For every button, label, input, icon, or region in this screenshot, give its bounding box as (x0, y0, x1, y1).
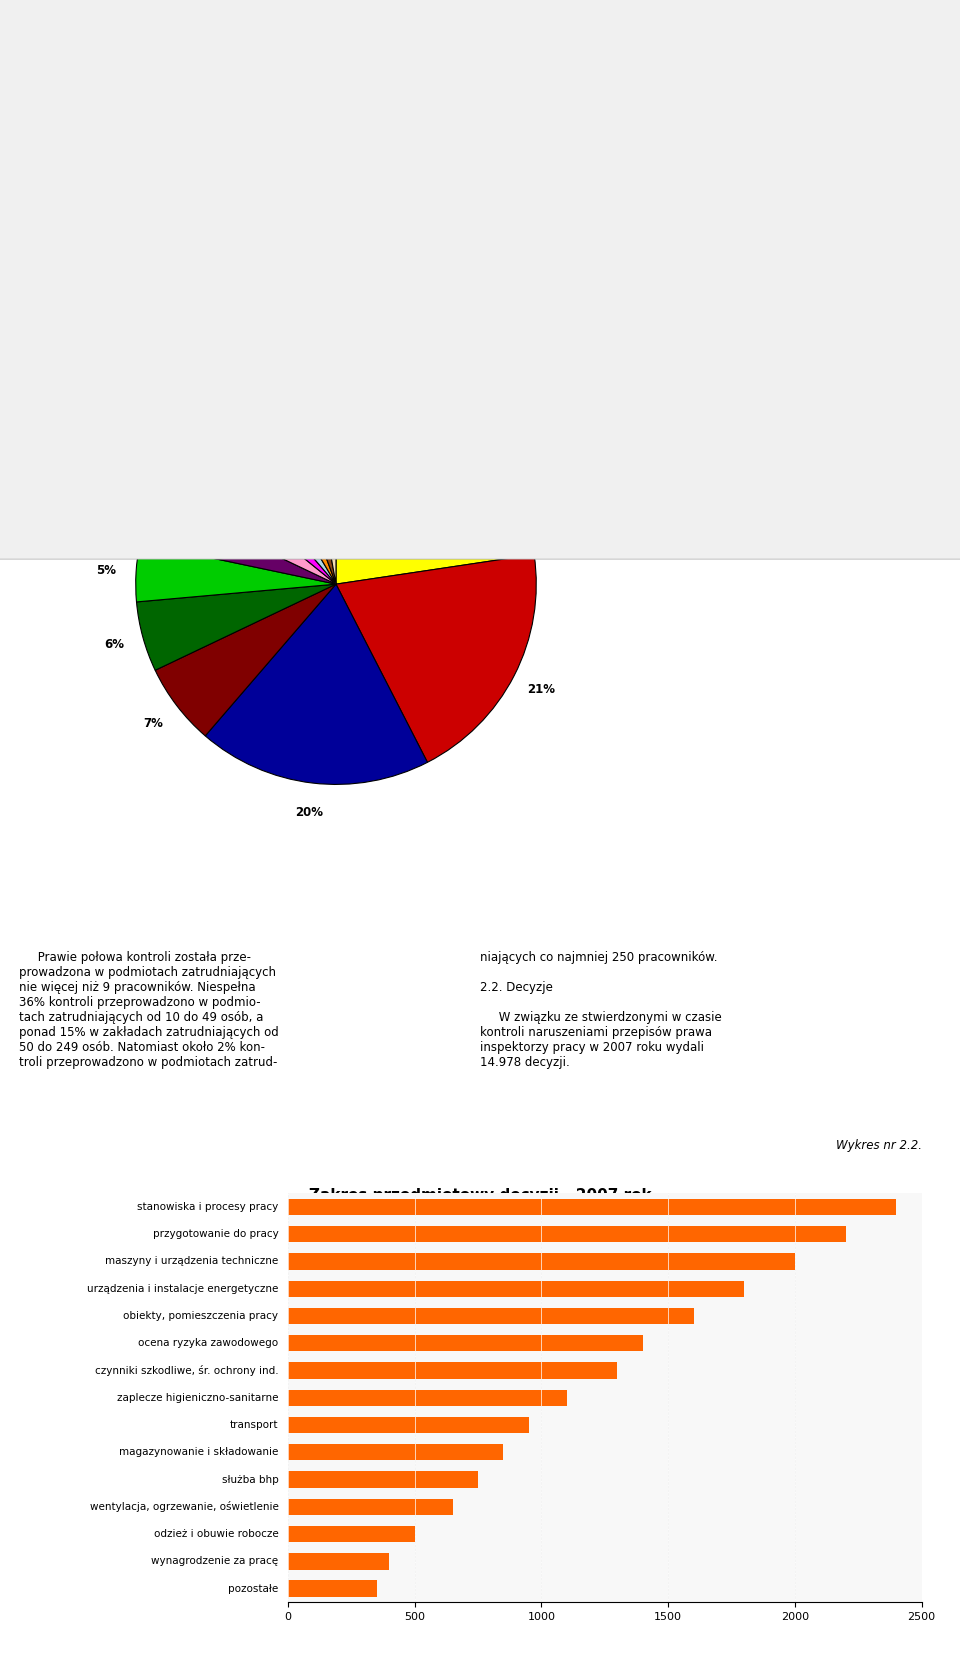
Bar (288, 1280, 744, 1297)
Bar (288, 1253, 795, 1270)
Text: 3%: 3% (227, 371, 247, 382)
Wedge shape (266, 387, 336, 584)
Wedge shape (234, 397, 336, 584)
Bar (288, 1499, 453, 1515)
Bar (288, 1581, 376, 1597)
Bar (288, 1525, 415, 1542)
Text: II.   DZIAŁALNOŚĆ – INFORMACJE OGÓLNE: II. DZIAŁALNOŚĆ – INFORMACJE OGÓLNE (19, 83, 538, 108)
Text: 3%: 3% (161, 417, 180, 431)
Text: Wykres nr 2.2.: Wykres nr 2.2. (836, 1138, 923, 1152)
Text: pozostałe: pozostałe (228, 1584, 278, 1594)
FancyBboxPatch shape (10, 310, 950, 941)
Wedge shape (135, 542, 336, 603)
Text: 3%: 3% (305, 349, 325, 361)
Wedge shape (205, 412, 336, 584)
Text: SPRAWOZDANIE Z DZIAŁALNOŚCI OIP OLSZTYN W 2007 ROKU: SPRAWOZDANIE Z DZIAŁALNOŚCI OIP OLSZTYN … (10, 22, 539, 37)
Text: Prawie połowa kontroli została prze-
prowadzona w podmiotach zatrudniających
nie: Prawie połowa kontroli została prze- pro… (19, 951, 279, 1070)
Title: Struktura skontrolowanych zakładów - 2007 r.: Struktura skontrolowanych zakładów - 200… (138, 307, 534, 322)
Bar (288, 1554, 390, 1569)
Wedge shape (336, 384, 534, 584)
Text: Wykres 2.1.: Wykres 2.1. (852, 354, 923, 367)
Bar (288, 1227, 846, 1242)
Wedge shape (140, 497, 336, 584)
Bar (288, 1390, 566, 1405)
Text: 7%: 7% (143, 718, 163, 731)
Wedge shape (156, 584, 336, 736)
Text: przygotowanie do pracy: przygotowanie do pracy (153, 1230, 278, 1238)
Text: maszyny i urządzenia techniczne: maszyny i urządzenia techniczne (106, 1257, 278, 1267)
Wedge shape (205, 584, 427, 784)
Text: ocena ryzyka zawodowego: ocena ryzyka zawodowego (138, 1339, 278, 1349)
Text: 20%: 20% (295, 806, 323, 819)
Bar (288, 1308, 693, 1324)
Text: 2.1. Kontrole

     W 2007 roku inspektorzy pracy prze-
prowadzili 3.880 kontrol: 2.1. Kontrole W 2007 roku inspektorzy pr… (19, 134, 266, 207)
Text: 4%: 4% (132, 454, 152, 467)
Legend: handel i naprawy, przetwórstwo przemysłowe, budownictwo, obsługa nieruchomości, : handel i naprawy, przetwórstwo przemysło… (15, 1190, 482, 1255)
Text: wynikały przede wszystkim z konieczności
sprawdzenia realizacji wydanych wcześni: wynikały przede wszystkim z konieczności… (480, 134, 735, 192)
Text: 24%: 24% (472, 404, 500, 416)
Text: zaplecze higieniczno-sanitarne: zaplecze higieniczno-sanitarne (117, 1394, 278, 1402)
Bar (288, 1444, 503, 1460)
Bar (288, 1335, 643, 1352)
Text: wentylacja, ogrzewanie, oświetlenie: wentylacja, ogrzewanie, oświetlenie (89, 1502, 278, 1512)
Text: 5%: 5% (96, 564, 116, 577)
Text: Zakres przedmiotowy decyzji - 2007 rok: Zakres przedmiotowy decyzji - 2007 rok (309, 1188, 651, 1203)
Text: 3%: 3% (192, 391, 211, 404)
Text: służba bhp: służba bhp (222, 1475, 278, 1484)
Text: urządzenia i instalacje energetyczne: urządzenia i instalacje energetyczne (87, 1283, 278, 1293)
Bar (288, 1198, 897, 1215)
Wedge shape (156, 457, 336, 584)
Text: 3%: 3% (265, 355, 285, 369)
Wedge shape (336, 554, 537, 763)
FancyBboxPatch shape (10, 1163, 950, 1657)
Wedge shape (300, 384, 336, 584)
Text: 21%: 21% (527, 683, 555, 696)
Text: magazynowanie i składowanie: magazynowanie i składowanie (119, 1447, 278, 1457)
Text: transport: transport (229, 1420, 278, 1430)
Text: niających co najmniej 250 pracowników.

2.2. Decyzje

     W związku ze stwierdz: niających co najmniej 250 pracowników. 2… (480, 951, 722, 1070)
Bar (288, 1472, 478, 1487)
Bar (288, 1417, 529, 1434)
Wedge shape (136, 584, 336, 671)
Text: obiekty, pomieszczenia pracy: obiekty, pomieszczenia pracy (124, 1312, 278, 1320)
Text: 4%: 4% (108, 504, 128, 517)
Text: 6%: 6% (104, 638, 124, 651)
Bar (288, 1362, 617, 1379)
Text: wynagrodzenie za pracę: wynagrodzenie za pracę (152, 1557, 278, 1566)
Wedge shape (180, 432, 336, 584)
Text: stanowiska i procesy pracy: stanowiska i procesy pracy (137, 1202, 278, 1212)
Text: odzież i obuwie robocze: odzież i obuwie robocze (154, 1529, 278, 1539)
Text: czynniki szkodliwe, śr. ochrony ind.: czynniki szkodliwe, śr. ochrony ind. (95, 1365, 278, 1375)
